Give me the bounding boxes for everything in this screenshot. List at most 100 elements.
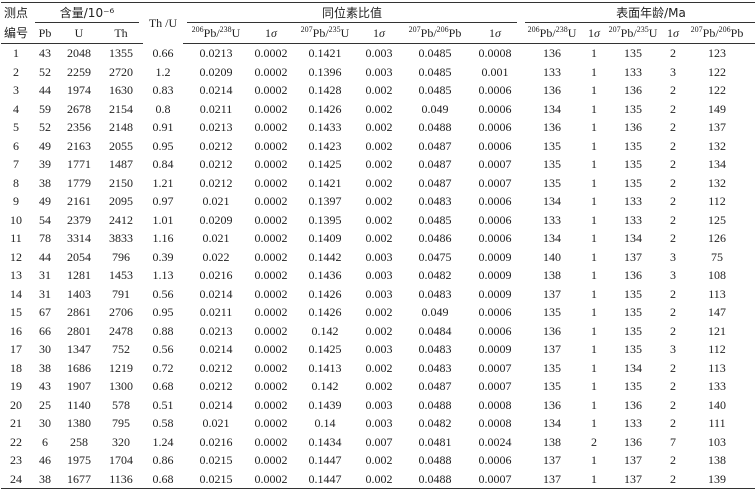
cell-pb: 44 [39, 83, 51, 97]
header-ratio-group: 同位素比值 [183, 3, 521, 23]
cell-ratio-207-235-sigma: 0.003 [365, 342, 393, 356]
cell-u: 2801 [67, 323, 91, 338]
cell-th-u: 0.68 [152, 379, 174, 393]
cell-u: 1771 [67, 157, 91, 171]
cell-ratio-207-235: 0.1442 [308, 249, 342, 264]
cell-pb: 78 [39, 231, 51, 245]
header-u: U [59, 23, 99, 44]
cell-u: 1686 [67, 360, 91, 375]
cell-ratio-207-235: 0.1426 [308, 101, 342, 116]
cell-ratio-206-238-sigma: 0.0002 [254, 305, 288, 319]
cell-th-u: 0.91 [152, 120, 174, 134]
cell-age-206-238: 137 [521, 469, 584, 489]
header-age-label: 表面年龄/Ma [616, 6, 686, 20]
cell-ratio-206-238-sigma: 0.0002 [254, 416, 288, 430]
cell-point-id: 11 [10, 231, 22, 245]
table-row: 1 43 2048 1355 0.66 0.0213 0.0002 0.1421 0.003 0.… [1, 44, 755, 63]
cell-ratio-207-235-sigma: 0.002 [365, 212, 393, 227]
cell-pb: 31 [39, 286, 51, 301]
cell-th: 752 [112, 342, 130, 356]
cell-th-u: 1.2 [155, 64, 171, 79]
cell-age-207-206-sigma: 29 [749, 303, 755, 322]
cell-ratio-207-235-sigma: 0.003 [365, 416, 393, 430]
cell-ratio-207-206: 0.0482 [418, 416, 452, 430]
cell-ratio-207-235: 0.1425 [308, 342, 342, 356]
cell-th-u: 0.8 [155, 101, 171, 116]
cell-age-206-238-sigma: 1 [591, 46, 598, 60]
cell-age-207-206-sigma: 32 [749, 174, 755, 193]
cell-ratio-206-238-sigma: 0.0002 [254, 397, 288, 412]
header-ratio-207-206: 207Pb/206Pb [401, 23, 469, 44]
cell-ratio-206-238: 0.0213 [199, 323, 233, 338]
cell-ratio-207-235-sigma: 0.003 [365, 397, 393, 412]
cell-ratio-207-206-sigma: 0.0009 [478, 342, 512, 356]
cell-ratio-206-238-sigma: 0.0002 [254, 453, 288, 467]
header-ratio-206-238: 206Pb/238U [183, 23, 249, 44]
cell-ratio-207-206-sigma: 0.0009 [478, 249, 512, 264]
cell-ratio-206-238: 0.0212 [199, 175, 233, 190]
cell-u: 1974 [67, 83, 91, 97]
cell-age-207-235-sigma: 2 [670, 397, 677, 412]
cell-ratio-207-206: 0.0484 [418, 323, 452, 338]
cell-pb: 49 [39, 194, 51, 208]
cell-u: 1347 [67, 342, 91, 356]
cell-ratio-207-206-sigma: 0.0006 [478, 323, 512, 338]
cell-age-206-238: 137 [543, 342, 562, 356]
cell-point-id: 23 [10, 453, 22, 467]
cell-ratio-207-235: 0.1421 [308, 46, 342, 60]
cell-age-207-206: 122 [708, 83, 727, 97]
header-content-label: 含量/10⁻⁶ [59, 6, 115, 20]
header-age-206-238: 206Pb/238U [521, 23, 584, 44]
cell-ratio-206-238-sigma: 0.0002 [254, 194, 288, 208]
cell-age-207-206-sigma: 30 [749, 211, 755, 230]
cell-pb: 43 [39, 379, 51, 393]
cell-ratio-206-238: 0.0209 [199, 212, 233, 227]
header-age-207-206-sigma: 1σ [749, 23, 755, 44]
table-row: 18 38 1686 1219 0.72 0.0212 0.0002 0.1413 0.002 0… [1, 359, 755, 378]
table-row: 11 78 3314 3833 1.16 0.021 0.0002 0.1409 0.002 0.… [1, 229, 755, 248]
cell-ratio-207-206-sigma: 0.0008 [478, 416, 512, 430]
cell-age-206-238: 135 [543, 379, 562, 393]
cell-ratio-206-238-sigma: 0.0002 [254, 323, 288, 338]
cell-age-207-206-sigma: 42 [749, 285, 755, 304]
cell-ratio-207-206: 0.0482 [418, 268, 452, 282]
cell-age-206-238-sigma: 1 [591, 360, 598, 375]
cell-th-u: 0.97 [152, 194, 174, 208]
cell-ratio-207-235: 0.1447 [293, 469, 357, 489]
header-content-group: 含量/10⁻⁶ [31, 3, 143, 23]
cell-point-id: 14 [10, 286, 22, 301]
cell-pb: 31 [39, 268, 51, 282]
cell-ratio-207-235: 0.1436 [308, 268, 342, 282]
cell-ratio-207-235-sigma: 0.002 [365, 157, 393, 171]
cell-age-206-238-sigma: 1 [591, 342, 598, 356]
cell-u: 2161 [67, 194, 91, 208]
cell-age-207-235: 135 [624, 46, 643, 60]
cell-th-u: 0.95 [152, 305, 174, 319]
cell-point-id: 2 [13, 64, 19, 79]
cell-th: 2412 [109, 212, 133, 227]
cell-ratio-207-206-sigma: 0.0007 [478, 157, 512, 171]
cell-age-207-206-sigma: 32 [749, 469, 755, 489]
cell-ratio-207-235-sigma: 0.002 [365, 360, 393, 375]
cell-ratio-206-238: 0.0214 [199, 286, 233, 301]
cell-ratio-206-238-sigma: 0.0002 [254, 101, 288, 116]
cell-age-207-235-sigma: 2 [670, 360, 677, 375]
cell-u: 2054 [67, 249, 91, 264]
cell-pb: 44 [39, 249, 51, 264]
cell-ratio-207-235: 0.1428 [308, 83, 342, 97]
cell-ratio-206-238-sigma: 0.0002 [254, 175, 288, 190]
cell-pb: 49 [39, 138, 51, 153]
cell-age-206-238-sigma: 1 [591, 120, 598, 134]
cell-ratio-207-206-sigma: 0.0007 [478, 379, 512, 393]
table-row: 6 49 2163 2055 0.95 0.0212 0.0002 0.1423 0.002 0.… [1, 137, 755, 156]
cell-u: 3314 [67, 231, 91, 245]
cell-age-207-235: 135 [624, 305, 643, 319]
cell-th-u: 1.13 [152, 268, 174, 282]
table-row: 16 66 2801 2478 0.88 0.0213 0.0002 0.142 0.002 0.… [1, 322, 755, 341]
cell-th-u: 1.21 [152, 175, 174, 190]
cell-age-207-235-sigma: 3 [670, 64, 677, 79]
cell-point-id: 1 [13, 46, 19, 60]
cell-ratio-207-235-sigma: 0.003 [365, 286, 393, 301]
cell-pb: 52 [39, 120, 51, 134]
